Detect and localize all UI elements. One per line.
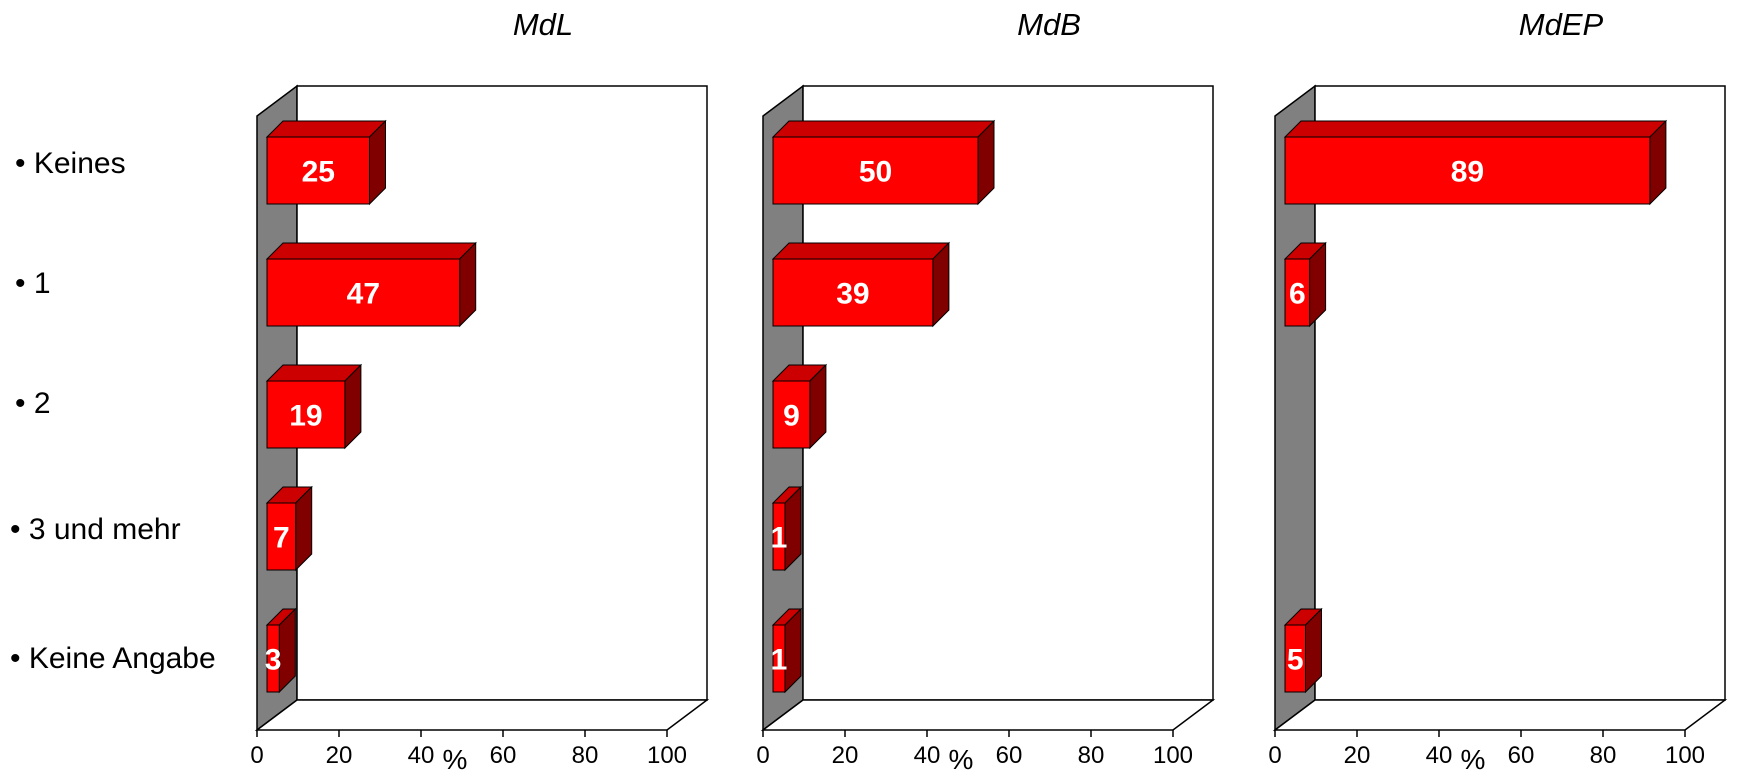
data-label: 6 (1289, 278, 1306, 311)
data-label: 7 (273, 522, 290, 555)
floor (254, 699, 710, 731)
x-tick-label: 60 (490, 742, 517, 769)
bar (265, 485, 313, 572)
x-tick-label: 100 (1665, 742, 1705, 769)
x-tick-label: 80 (572, 742, 599, 769)
bar (265, 363, 363, 450)
category-label-keine-angabe: • Keine Angabe (10, 642, 216, 675)
data-label: 5 (1287, 644, 1304, 677)
panel-title: MdEP (1519, 7, 1604, 42)
category-label-1: • 1 (15, 267, 51, 300)
category-label-2: • 2 (15, 387, 51, 420)
x-tick-label: 20 (832, 742, 859, 769)
chart-panel-mdb: 0 20 40 60 80 100% MdB 50 39 9 1 1 (756, 7, 1216, 774)
bar (771, 363, 828, 450)
data-label: 9 (783, 400, 800, 433)
bar (265, 607, 297, 694)
x-tick-label: 20 (326, 742, 353, 769)
floor (1272, 699, 1728, 731)
chart-panel-mdl: 0 20 40 60 80 100% MdL 25 47 19 7 3 (250, 7, 710, 774)
bar (771, 607, 803, 694)
chart-panel-mdep: 0 20 40 60 80 100% MdEP 89 6 5 (1268, 7, 1728, 774)
data-label: 89 (1451, 156, 1484, 189)
axis-unit-label: % (1461, 744, 1486, 774)
data-label: 1 (771, 644, 788, 677)
data-label: 25 (302, 156, 335, 189)
bar (771, 485, 803, 572)
x-tick-label: 80 (1078, 742, 1105, 769)
bar (1283, 607, 1323, 694)
bar (771, 241, 951, 328)
x-tick-label: 60 (1508, 742, 1535, 769)
data-label: 47 (347, 278, 380, 311)
floor (760, 699, 1216, 731)
x-tick-label: 40 (408, 742, 435, 769)
x-tick-label: 100 (647, 742, 687, 769)
category-label-3-und-mehr: • 3 und mehr (10, 513, 181, 546)
panel-title: MdL (513, 7, 573, 42)
x-tick-label: 100 (1153, 742, 1193, 769)
x-tick-label: 60 (996, 742, 1023, 769)
bar (265, 119, 387, 206)
axis-unit-label: % (443, 744, 468, 774)
data-label: 3 (265, 644, 282, 677)
bar (265, 241, 477, 328)
data-label: 39 (836, 278, 869, 311)
data-label: 1 (771, 522, 788, 555)
panel-title: MdB (1017, 7, 1081, 42)
x-tick-label: 40 (1426, 742, 1453, 769)
axis-unit-label: % (949, 744, 974, 774)
bar (771, 119, 996, 206)
data-label: 50 (859, 156, 892, 189)
bar (1283, 241, 1327, 328)
category-label-keines: • Keines (15, 147, 126, 180)
x-tick-label: 80 (1590, 742, 1617, 769)
x-tick-label: 0 (250, 742, 263, 769)
bar (1283, 119, 1668, 206)
x-tick-label: 0 (1268, 742, 1281, 769)
x-tick-label: 20 (1344, 742, 1371, 769)
data-label: 19 (289, 400, 322, 433)
x-tick-label: 0 (756, 742, 769, 769)
category-labels: • Keines • 1 • 2 • 3 und mehr • Keine An… (10, 147, 216, 675)
x-tick-label: 40 (914, 742, 941, 769)
